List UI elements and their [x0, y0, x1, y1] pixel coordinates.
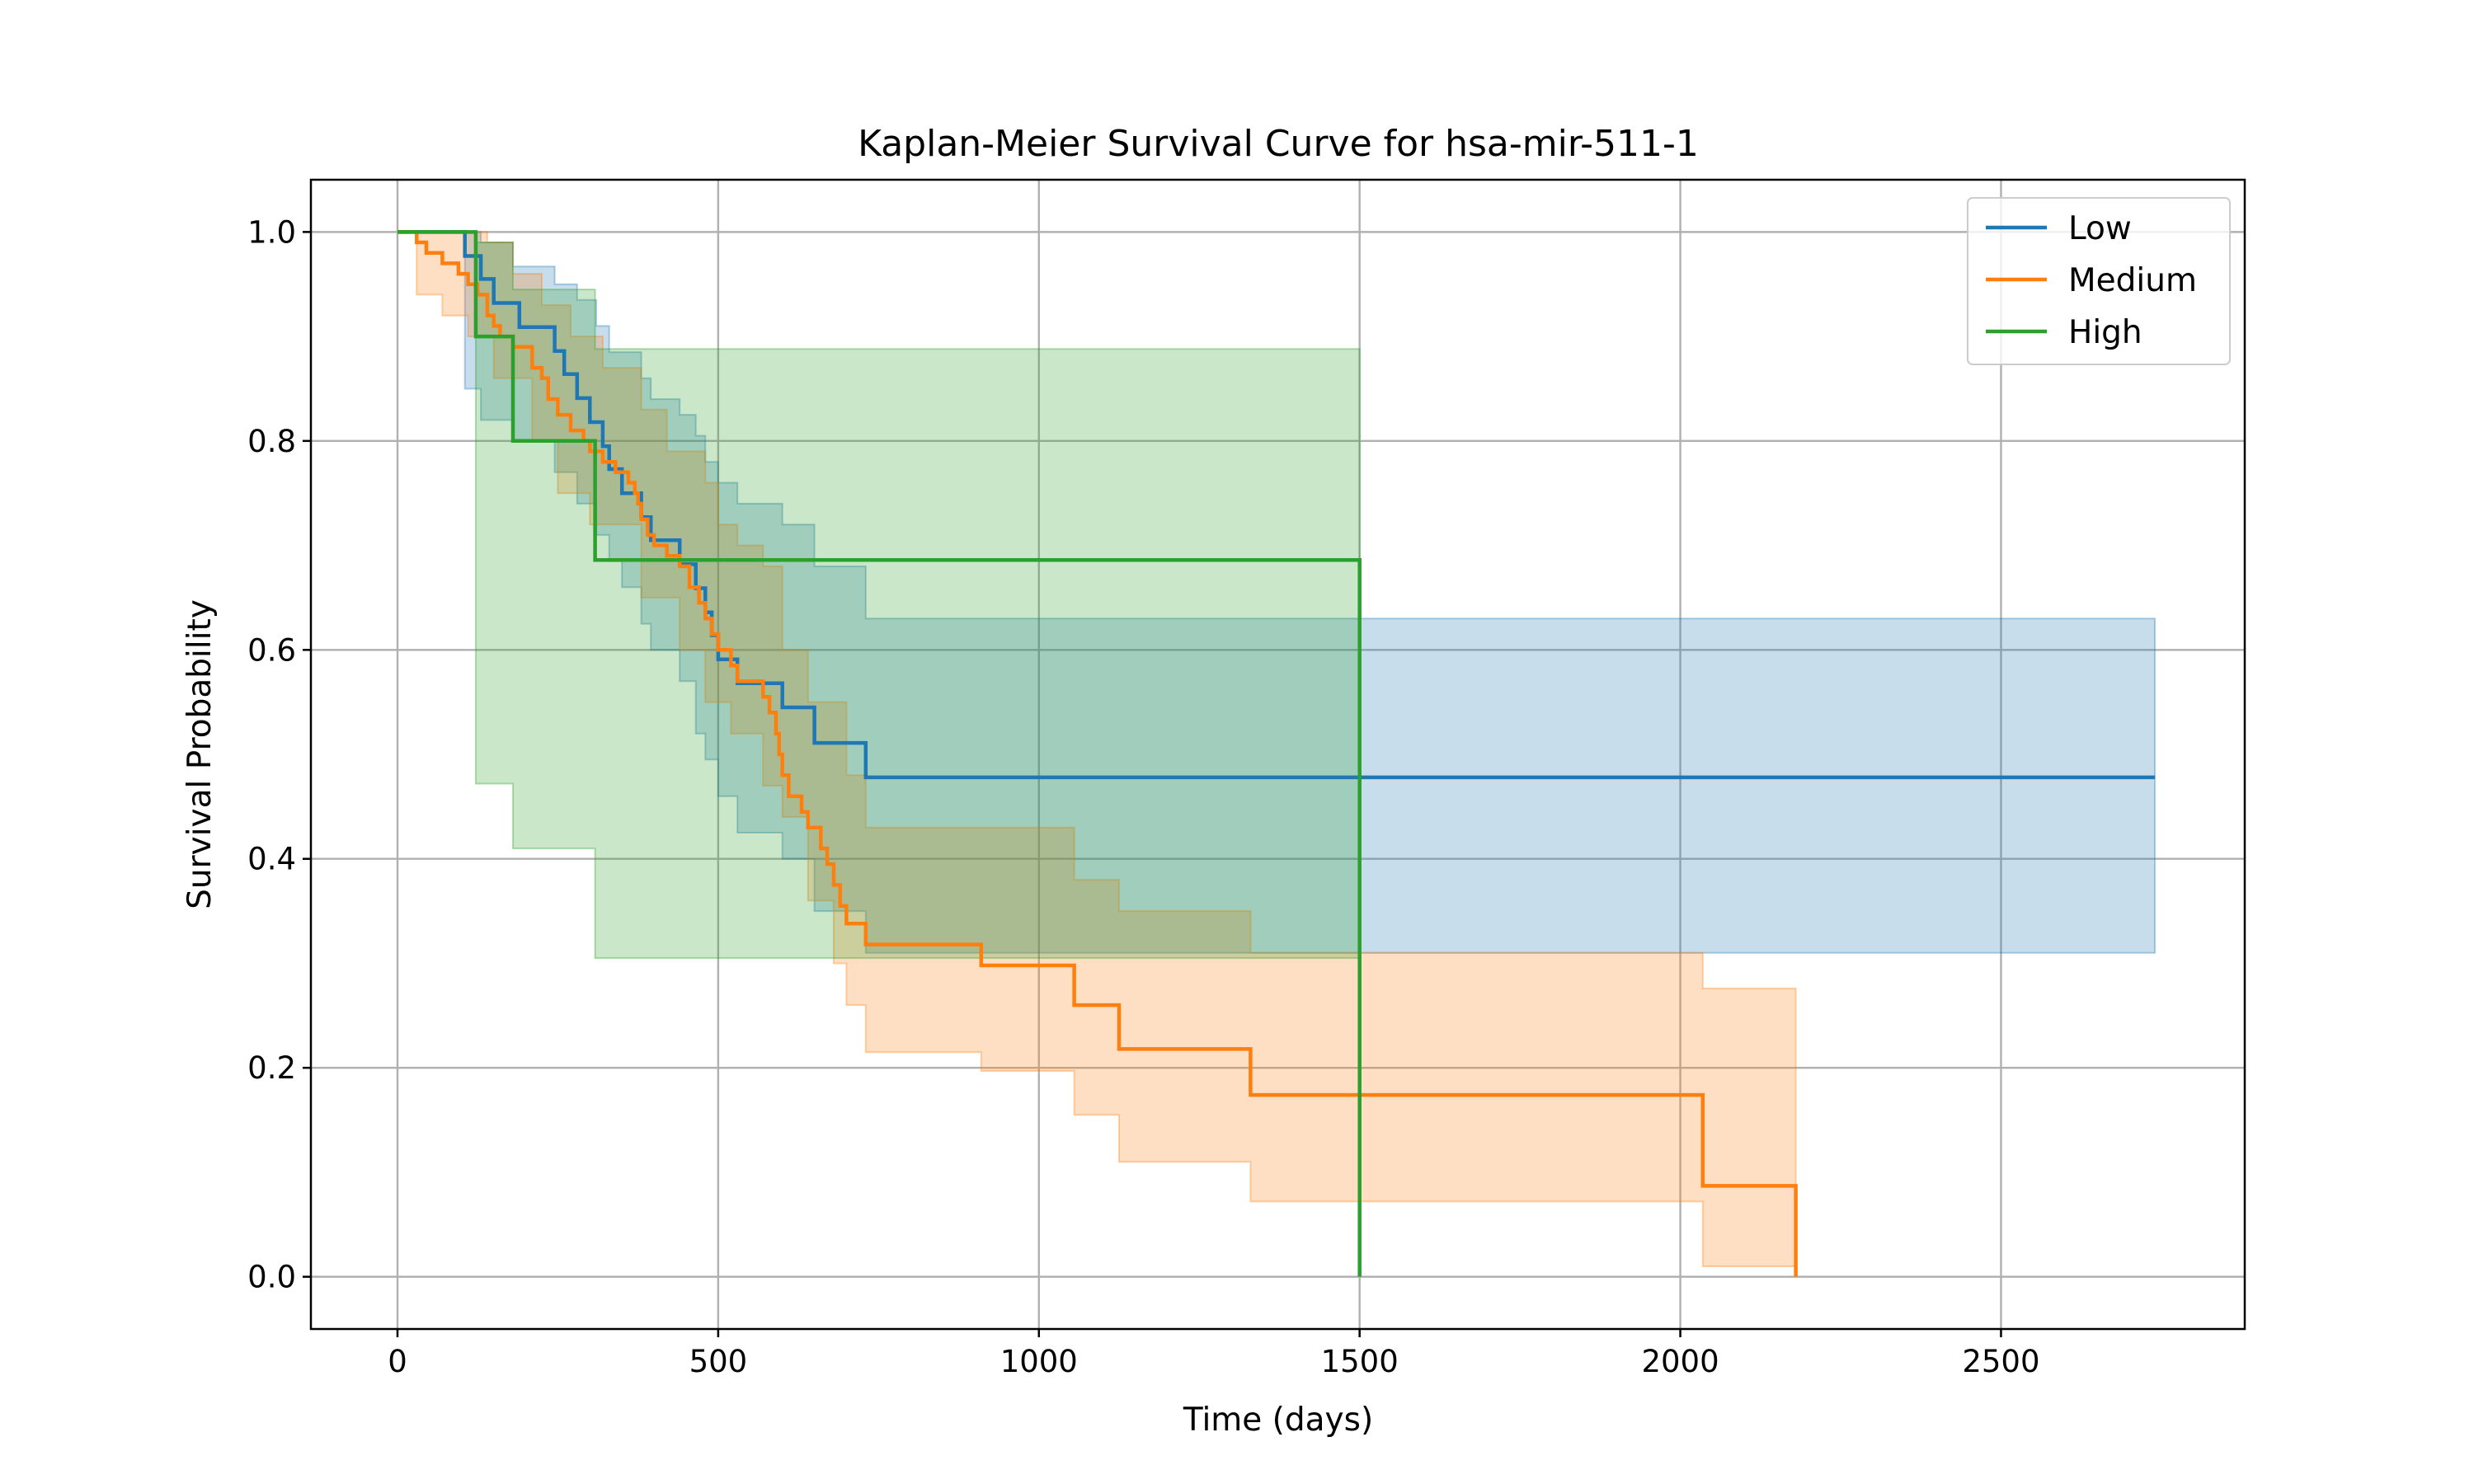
y-tick-label: 0.0 [247, 1260, 296, 1295]
ci-band-medium [397, 231, 1797, 1267]
x-tick-label: 2500 [1962, 1344, 2039, 1379]
confidence-bands [397, 231, 2157, 1267]
x-tick-label: 1000 [1000, 1344, 1078, 1379]
legend: Low Medium High [1967, 197, 2231, 365]
x-axis: 0 500 1000 1500 2000 2500 [388, 1329, 2040, 1379]
x-tick-label: 2000 [1641, 1344, 1719, 1379]
x-tick-label: 1500 [1321, 1344, 1399, 1379]
plot-frame [309, 178, 2246, 1331]
y-tick-label: 0.4 [247, 842, 296, 877]
survival-line-high [397, 230, 1362, 1277]
x-tick-label: 500 [689, 1344, 748, 1379]
grid-layer [311, 180, 2245, 1329]
ci-band-high [397, 231, 1361, 960]
legend-label-high: High [2068, 314, 2142, 351]
y-tick-label: 0.8 [247, 424, 296, 459]
chart-title: Kaplan-Meier Survival Curve for hsa-mir-… [858, 123, 1699, 165]
y-tick-label: 0.6 [247, 632, 296, 668]
legend-label-low: Low [2068, 210, 2132, 247]
survival-curves [397, 230, 2156, 1277]
y-axis: 0.0 0.2 0.4 0.6 0.8 1.0 [247, 214, 311, 1295]
x-axis-label: Time (days) [1183, 1402, 1373, 1439]
x-tick-label: 0 [388, 1344, 407, 1379]
y-tick-label: 0.2 [247, 1050, 296, 1086]
y-axis-label: Survival Probability [181, 599, 219, 909]
y-tick-label: 1.0 [247, 214, 296, 250]
legend-box [1967, 197, 2231, 365]
legend-label-medium: Medium [2068, 262, 2197, 299]
